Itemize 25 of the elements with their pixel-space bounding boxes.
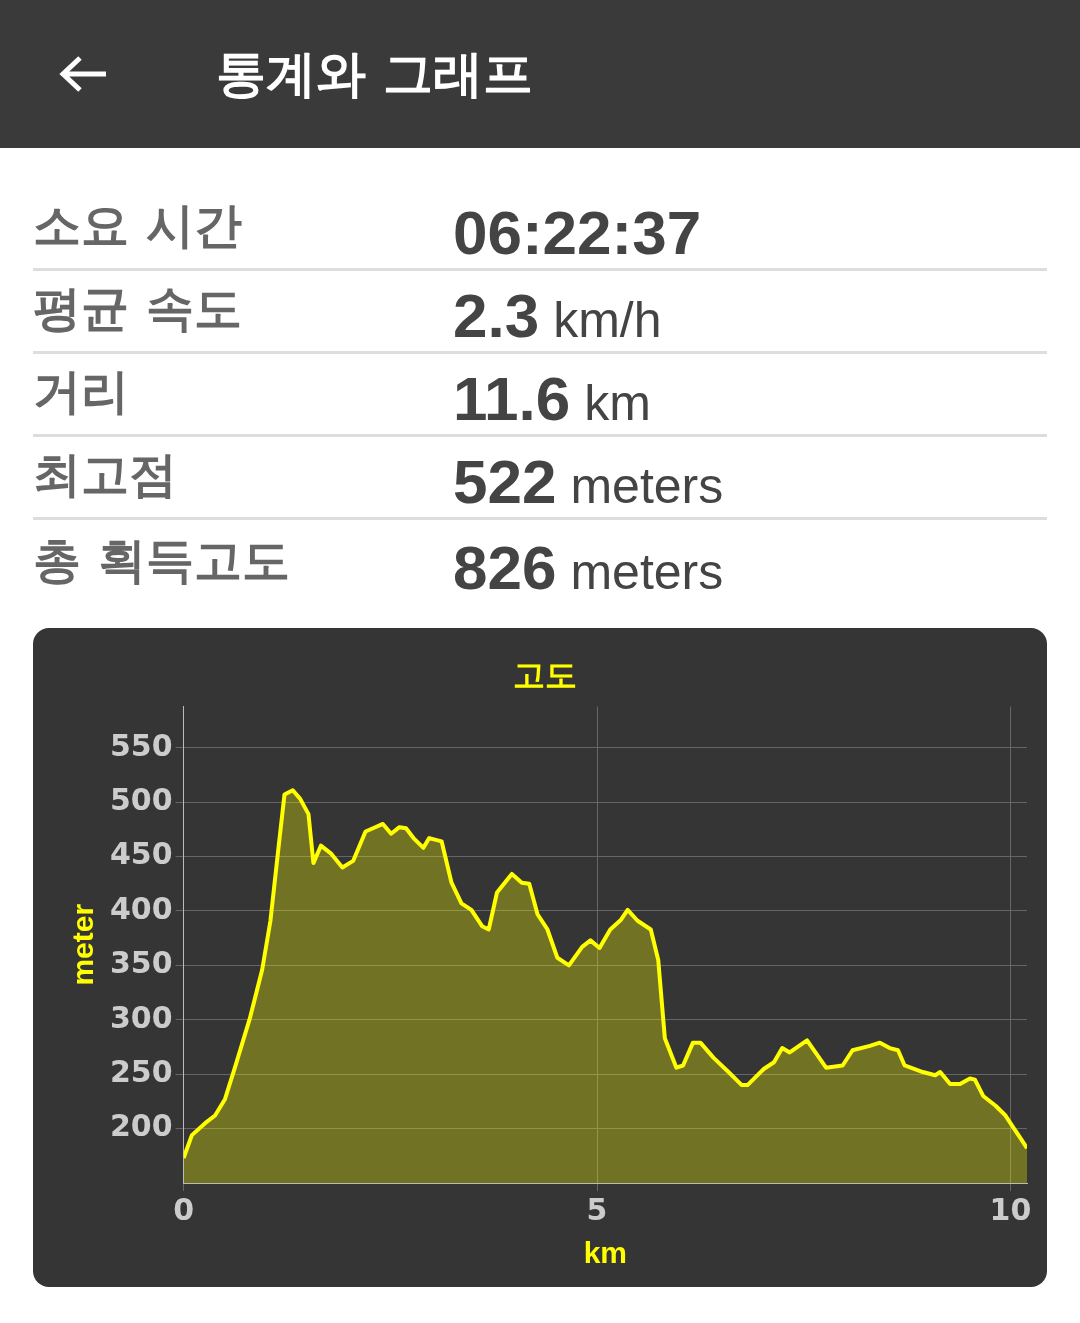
text: 2.3 km/h [453, 280, 662, 351]
text: 거리 [33, 362, 130, 421]
y-tick-label: 350 [110, 945, 173, 981]
text: 소요 시간 [33, 196, 243, 255]
text: 최고점 [33, 445, 178, 504]
y-axis-title: meter [66, 903, 100, 986]
text: 522 meters [453, 446, 724, 517]
text: 826 meters [453, 532, 724, 603]
x-axis-title: km [583, 1236, 627, 1270]
text: 통계와 그래프 [216, 43, 534, 105]
text: 총 획득고도 [33, 531, 291, 590]
x-tick-label: 5 [586, 1191, 608, 1227]
y-tick-label: 450 [110, 836, 173, 872]
text: 11.6 km [453, 363, 651, 434]
chart-title: 고도 [513, 655, 577, 694]
x-tick-label: 0 [173, 1191, 195, 1227]
y-tick-label: 300 [110, 999, 173, 1035]
y-tick-label: 250 [110, 1053, 173, 1089]
y-tick-label: 400 [110, 890, 173, 926]
y-tick-label: 200 [110, 1108, 173, 1144]
y-tick-label: 500 [110, 781, 173, 817]
x-tick-label: 10 [989, 1191, 1032, 1227]
text: 평균 속도 [33, 279, 243, 338]
text: 06:22:37 [453, 197, 702, 268]
y-tick-label: 550 [110, 727, 173, 763]
